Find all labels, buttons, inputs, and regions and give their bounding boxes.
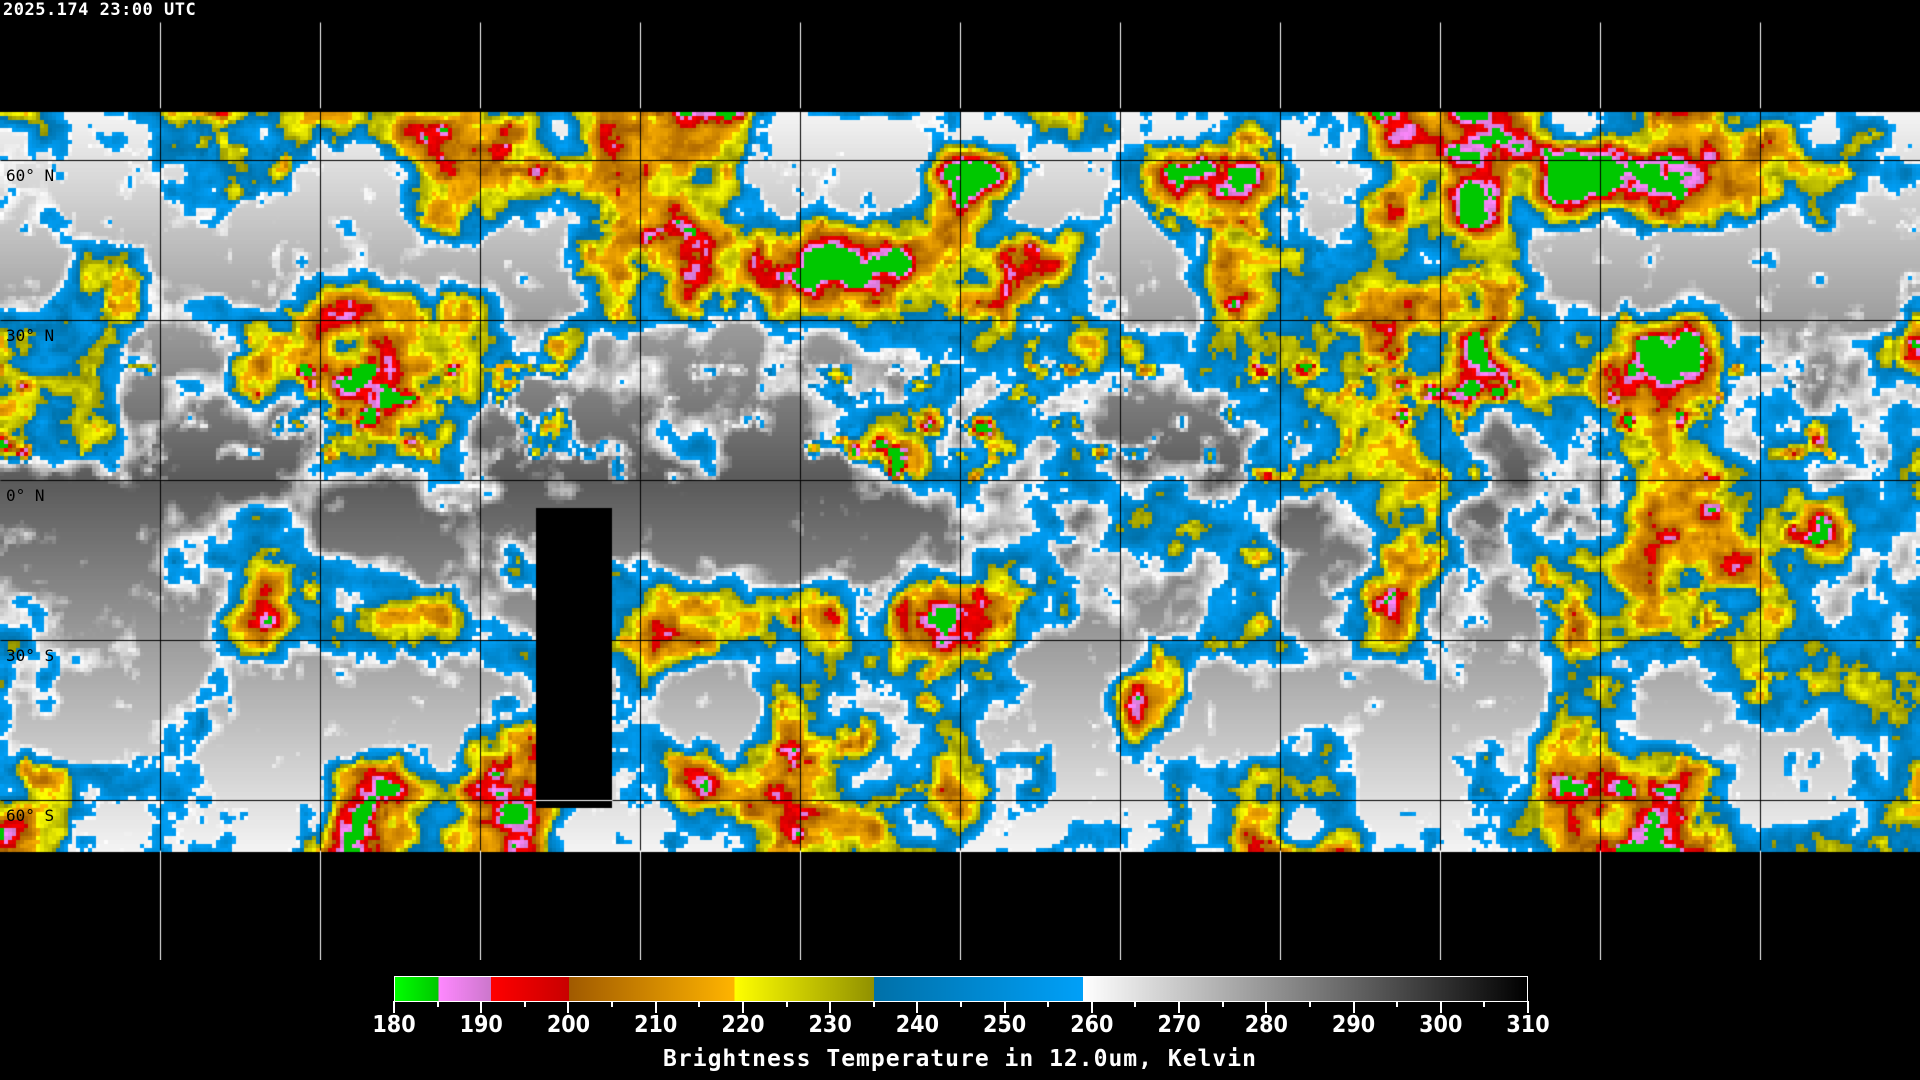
colorbar-tick	[611, 1001, 614, 1007]
colorbar-tick	[785, 1001, 788, 1007]
colorbar-tick	[1439, 1001, 1442, 1013]
lat-label-30s: 30° S	[6, 646, 55, 665]
colorbar-tick	[741, 1001, 744, 1013]
colorbar-tick	[523, 1001, 526, 1007]
colorbar-tick-label: 180	[372, 1012, 416, 1038]
colorbar-tick	[960, 1001, 962, 1007]
colorbar-tick	[916, 1001, 919, 1013]
colorbar-tick-label: 300	[1419, 1012, 1463, 1038]
timestamp-title: 2025.174 23:00 UTC	[3, 0, 197, 20]
colorbar-tick	[567, 1001, 570, 1013]
colorbar-tick	[1134, 1001, 1137, 1007]
colorbar-tick	[1003, 1001, 1006, 1013]
colorbar-tick-label: 310	[1506, 1012, 1550, 1038]
colorbar-tick-label: 290	[1331, 1012, 1376, 1038]
colorbar-tick	[1178, 1001, 1181, 1013]
colorbar-tick	[1483, 1001, 1486, 1007]
colorbar-tick	[1221, 1001, 1224, 1007]
colorbar-tick	[1352, 1001, 1355, 1013]
colorbar-tick-label: 260	[1070, 1012, 1114, 1038]
satellite-map: 60° N 30° N 0° N 30° S 60° S 2025.174 23…	[0, 0, 1920, 960]
colorbar-tick	[480, 1001, 483, 1013]
lat-label-60n: 60° N	[6, 166, 55, 185]
colorbar-tick	[872, 1001, 875, 1007]
colorbar-tick-label: 250	[983, 1012, 1027, 1038]
colorbar-tick-label: 190	[459, 1012, 503, 1038]
colorbar-tick	[654, 1001, 657, 1013]
colorbar-tick	[698, 1001, 701, 1007]
colorbar-tick	[1090, 1001, 1093, 1013]
lat-label-30n: 30° N	[6, 326, 55, 345]
colorbar-tick-label: 200	[546, 1012, 591, 1038]
brightness-temperature-image	[0, 0, 1920, 960]
colorbar-tick-label: 280	[1244, 1012, 1288, 1038]
colorbar-tick	[1527, 1001, 1529, 1013]
colorbar-tick	[436, 1001, 439, 1007]
colorbar-title: Brightness Temperature in 12.0um, Kelvin	[663, 1046, 1257, 1072]
colorbar-tick	[393, 1001, 395, 1013]
colorbar	[394, 976, 1528, 1002]
colorbar-tick-label: 230	[808, 1012, 852, 1038]
lat-label-0n: 0° N	[6, 486, 45, 505]
colorbar-tick-label: 210	[634, 1012, 678, 1038]
colorbar-tick-label: 270	[1157, 1012, 1201, 1038]
colorbar-tick	[1308, 1001, 1311, 1007]
colorbar-tick	[1047, 1001, 1050, 1007]
colorbar-tick-label: 240	[895, 1012, 939, 1038]
colorbar-tick	[1265, 1001, 1268, 1013]
colorbar-tick-label: 220	[721, 1012, 765, 1038]
lat-label-60s: 60° S	[6, 806, 55, 825]
colorbar-tick	[829, 1001, 832, 1013]
colorbar-tick	[1396, 1001, 1399, 1007]
